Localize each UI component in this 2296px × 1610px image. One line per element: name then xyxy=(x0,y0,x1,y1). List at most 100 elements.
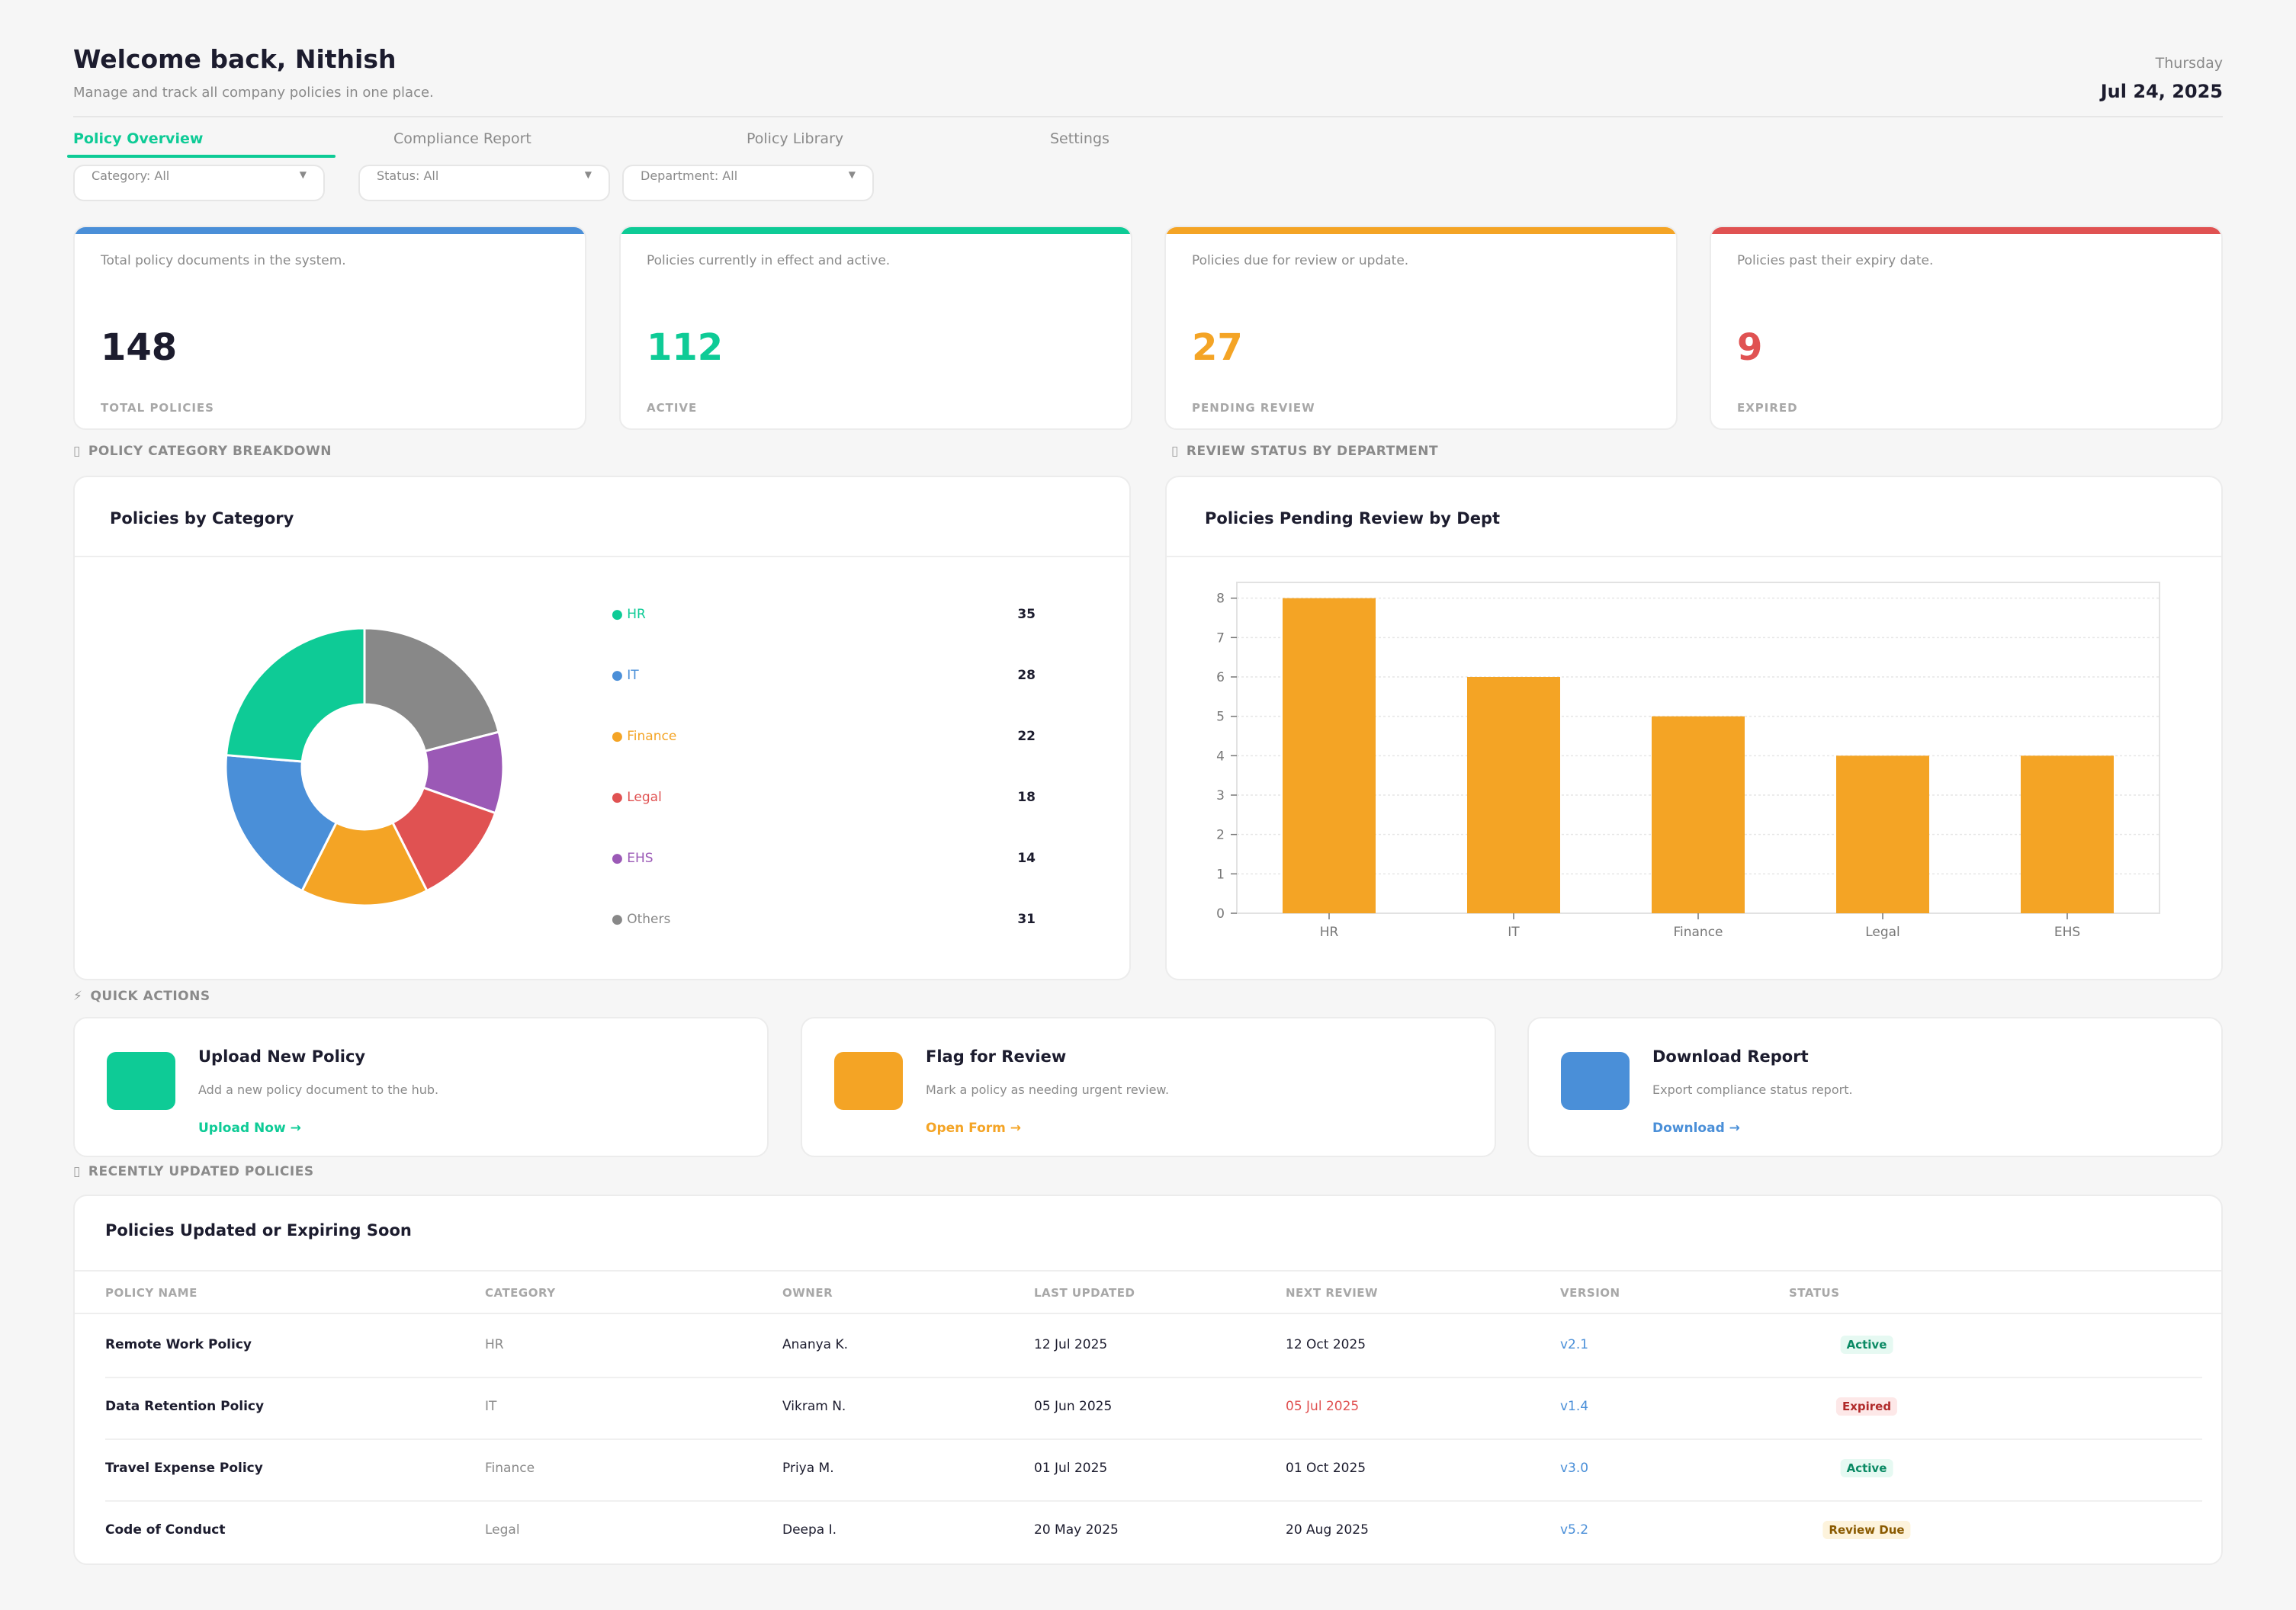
donut-slice-finance xyxy=(300,821,429,907)
table-cell-owner: Deepa I. xyxy=(782,1522,837,1538)
column-header-policy-name: POLICY NAME xyxy=(105,1286,197,1300)
tab-policy-overview[interactable]: Policy Overview xyxy=(73,130,204,147)
bar-hr xyxy=(1283,598,1376,913)
legend-value-hr: 35 xyxy=(1017,607,1036,622)
x-tick-label-ehs: EHS xyxy=(2054,925,2080,940)
download-link[interactable]: Download → xyxy=(1652,1121,1740,1136)
table-cell-category: IT xyxy=(485,1399,497,1414)
y-tick-label: 4 xyxy=(1216,749,1225,764)
folder-icon: ▯ xyxy=(73,444,81,459)
flag-icon xyxy=(834,1052,903,1110)
upload-policy-card: Upload New Policy Add a new policy docum… xyxy=(73,1017,769,1157)
table-header-divider xyxy=(75,1313,2221,1314)
table-cell-policy-name[interactable]: Travel Expense Policy xyxy=(105,1461,263,1476)
status-filter-select[interactable]: Status: All ▼ xyxy=(358,165,610,201)
bar-it xyxy=(1467,677,1560,913)
table-cell-owner: Ananya K. xyxy=(782,1337,849,1352)
department-filter-select[interactable]: Department: All ▼ xyxy=(622,165,874,201)
table-cell-policy-name[interactable]: Code of Conduct xyxy=(105,1522,226,1538)
kpi-value: 112 xyxy=(647,326,724,369)
category-filter-select[interactable]: Category: All ▼ xyxy=(73,165,325,201)
table-cell-policy-name[interactable]: Remote Work Policy xyxy=(105,1337,252,1352)
page-subtitle: Manage and track all company policies in… xyxy=(73,85,434,101)
recent-policies-title: Policies Updated or Expiring Soon xyxy=(105,1221,412,1240)
y-tick-label: 7 xyxy=(1216,630,1225,646)
lightning-icon: ⚡ xyxy=(73,989,83,1004)
upload-now-link[interactable]: Upload Now → xyxy=(198,1121,301,1136)
category-donut-chart xyxy=(224,627,505,907)
kpi-description: Policies currently in effect and active. xyxy=(647,253,891,268)
status-badge: Expired xyxy=(1835,1397,1898,1416)
x-tick-label-it: IT xyxy=(1508,925,1520,940)
table-cell-last-updated: 01 Jul 2025 xyxy=(1034,1461,1108,1476)
kpi-accent-bar xyxy=(621,227,1131,234)
download-icon xyxy=(1561,1052,1630,1110)
tab-settings[interactable]: Settings xyxy=(1050,130,1109,147)
kpi-description: Policies past their expiry date. xyxy=(1737,253,1934,268)
kpi-card-expired: Policies past their expiry date. 9 EXPIR… xyxy=(1710,226,2223,430)
legend-value-legal: 18 xyxy=(1017,790,1036,805)
tab-compliance-report[interactable]: Compliance Report xyxy=(393,130,531,147)
table-cell-version[interactable]: v3.0 xyxy=(1560,1461,1589,1476)
upload-icon xyxy=(107,1052,175,1110)
open-form-link[interactable]: Open Form → xyxy=(926,1121,1022,1136)
section-category-label: ▯ POLICY CATEGORY BREAKDOWN xyxy=(73,444,332,459)
recent-policies-panel xyxy=(73,1195,2223,1565)
department-filter-label: Department: All xyxy=(641,168,738,183)
legend-item-legal: ● Legal xyxy=(612,790,662,805)
quick-action-title: Download Report xyxy=(1652,1047,1809,1066)
y-tick-label: 3 xyxy=(1216,788,1225,803)
folder-icon: ▯ xyxy=(1171,444,1179,459)
legend-item-it: ● IT xyxy=(612,668,639,683)
kpi-label: TOTAL POLICIES xyxy=(101,401,214,415)
kpi-description: Total policy documents in the system. xyxy=(101,253,346,268)
bar-legal xyxy=(1836,755,1929,913)
folder-icon: ▯ xyxy=(73,1164,81,1179)
status-badge: Active xyxy=(1840,1459,1893,1477)
row-divider xyxy=(105,1438,2202,1440)
table-cell-version[interactable]: v2.1 xyxy=(1560,1337,1589,1352)
bar-finance xyxy=(1652,716,1745,913)
kpi-value: 148 xyxy=(101,326,178,369)
legend-value-finance: 22 xyxy=(1017,729,1036,744)
y-tick-label: 1 xyxy=(1216,867,1225,882)
y-tick-label: 5 xyxy=(1216,710,1225,725)
active-tab-indicator xyxy=(67,155,336,158)
table-cell-next-review: 05 Jul 2025 xyxy=(1286,1399,1360,1414)
flag-review-card: Flag for Review Mark a policy as needing… xyxy=(801,1017,1496,1157)
kpi-accent-bar xyxy=(1711,227,2221,234)
status-filter-label: Status: All xyxy=(377,168,439,183)
kpi-card-total: Total policy documents in the system. 14… xyxy=(73,226,586,430)
donut-slice-others xyxy=(363,627,500,753)
column-header-owner: OWNER xyxy=(782,1286,833,1300)
y-tick-label: 8 xyxy=(1216,592,1225,607)
section-review-label: ▯ REVIEW STATUS BY DEPARTMENT xyxy=(1171,444,1439,459)
column-header-next-review: NEXT REVIEW xyxy=(1286,1286,1379,1300)
y-tick-label: 2 xyxy=(1216,828,1225,843)
legend-value-others: 31 xyxy=(1017,912,1036,927)
x-tick-label-hr: HR xyxy=(1320,925,1339,940)
panel-divider xyxy=(75,556,1129,557)
kpi-accent-bar xyxy=(75,227,585,234)
panel-divider xyxy=(75,1270,2221,1272)
kpi-card-active: Policies currently in effect and active.… xyxy=(619,226,1132,430)
current-day: Thursday xyxy=(2155,55,2223,72)
quick-action-description: Add a new policy document to the hub. xyxy=(198,1082,439,1097)
table-cell-version[interactable]: v1.4 xyxy=(1560,1399,1589,1414)
row-divider xyxy=(105,1500,2202,1502)
tab-policy-library[interactable]: Policy Library xyxy=(747,130,844,147)
category-panel-title: Policies by Category xyxy=(110,509,294,528)
quick-action-description: Mark a policy as needing urgent review. xyxy=(926,1082,1170,1097)
column-header-category: CATEGORY xyxy=(485,1286,556,1300)
legend-item-hr: ● HR xyxy=(612,607,646,622)
category-legend: ● HR 35 ● IT 28 ● Finance 22 ● Legal 18 ● EHS 14 ●… xyxy=(612,607,1115,942)
panel-divider xyxy=(1167,556,2221,557)
chevron-down-icon: ▼ xyxy=(584,169,592,180)
kpi-label: ACTIVE xyxy=(647,401,698,415)
table-cell-version[interactable]: v5.2 xyxy=(1560,1522,1589,1538)
department-bar-chart: 0 1 2 3 4 5 6 7 8 HR IT Finance Legal EHS xyxy=(1216,582,2160,940)
table-cell-policy-name[interactable]: Data Retention Policy xyxy=(105,1399,265,1414)
table-cell-next-review: 12 Oct 2025 xyxy=(1286,1337,1366,1352)
table-cell-category: Legal xyxy=(485,1522,520,1538)
kpi-label: PENDING REVIEW xyxy=(1192,401,1315,415)
